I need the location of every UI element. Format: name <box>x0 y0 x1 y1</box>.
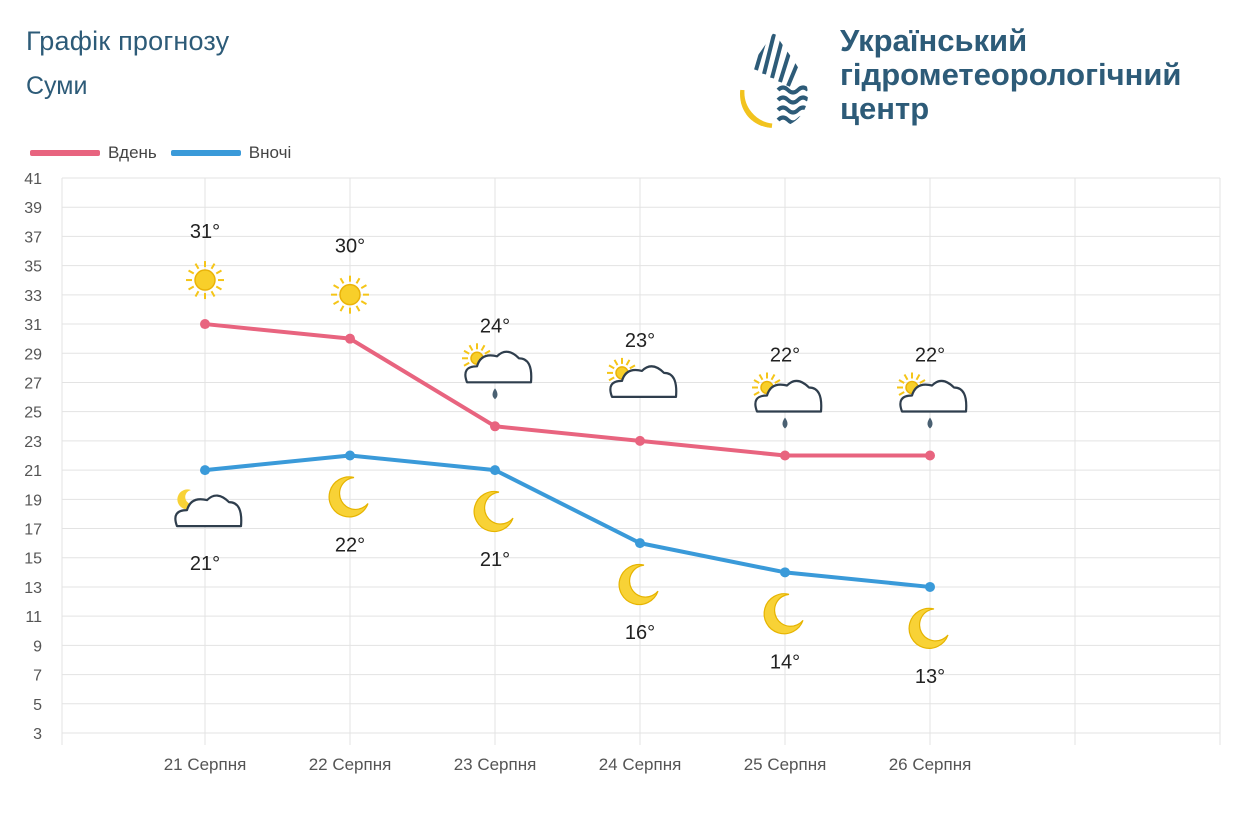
chart-title: Графік прогнозу <box>26 26 230 56</box>
day-data-label: 22° <box>915 345 945 367</box>
drop-logo-icon <box>740 32 808 128</box>
day-data-label: 31° <box>190 221 220 243</box>
y-tick-label: 5 <box>33 697 42 714</box>
day-series-line <box>203 322 932 458</box>
cloud-rain-sun-icon <box>752 372 823 429</box>
night-series-line <box>203 453 932 589</box>
x-tick-label: 25 Серпня <box>744 755 827 774</box>
night-data-label: 21° <box>190 553 220 575</box>
night-data-label: 21° <box>480 549 510 571</box>
moon-icon <box>763 593 804 635</box>
night-data-point[interactable] <box>780 567 790 578</box>
legend-item-night[interactable]: Вночі <box>170 143 292 163</box>
cloud-sun-icon <box>607 357 678 398</box>
night-data-point[interactable] <box>345 450 355 461</box>
x-tick-label: 23 Серпня <box>454 755 537 774</box>
y-tick-label: 25 <box>24 405 42 422</box>
moon-icon <box>473 490 514 533</box>
night-data-point[interactable] <box>200 465 210 476</box>
y-tick-label: 19 <box>24 492 42 509</box>
y-tick-label: 37 <box>24 229 42 246</box>
y-tick-label: 3 <box>33 726 42 743</box>
legend-swatch-day <box>30 150 100 156</box>
day-data-label: 30° <box>335 236 365 258</box>
day-data-point[interactable] <box>345 333 355 344</box>
cloud-rain-sun-icon <box>462 343 533 400</box>
day-data-point[interactable] <box>780 450 790 461</box>
x-tick-label: 24 Серпня <box>599 755 682 774</box>
y-tick-label: 15 <box>24 551 42 568</box>
x-tick-label: 21 Серпня <box>164 755 247 774</box>
y-tick-label: 41 <box>24 171 42 188</box>
y-tick-label: 13 <box>24 580 42 597</box>
moon-icon <box>618 563 659 606</box>
x-tick-label: 22 Серпня <box>309 755 392 774</box>
sun-icon <box>331 275 369 314</box>
cloud-moon-icon <box>174 489 243 528</box>
sun-icon <box>186 261 224 300</box>
legend-label-night: Вночі <box>248 143 292 162</box>
y-tick-label: 35 <box>24 259 42 276</box>
brand-line-1: Український <box>840 23 1028 58</box>
brand-line-3: центр <box>840 91 930 126</box>
night-data-label: 16° <box>625 622 655 644</box>
brand-block: Український гідрометеорологічний центр <box>738 24 1218 134</box>
y-tick-label: 31 <box>24 317 42 334</box>
day-data-label: 23° <box>625 330 655 352</box>
y-tick-label: 39 <box>24 200 42 217</box>
y-tick-label: 33 <box>24 288 42 305</box>
day-data-point[interactable] <box>635 435 645 446</box>
cloud-rain-sun-icon <box>897 372 968 429</box>
moon-icon <box>328 476 369 518</box>
day-data-label: 24° <box>480 315 510 337</box>
day-data-point[interactable] <box>490 421 500 432</box>
city-name: Суми <box>26 72 88 100</box>
y-tick-label: 29 <box>24 346 42 363</box>
night-data-point[interactable] <box>490 465 500 476</box>
y-tick-label: 17 <box>24 522 42 539</box>
y-tick-label: 11 <box>25 609 42 626</box>
moon-icon <box>908 607 949 649</box>
y-tick-label: 23 <box>24 434 42 451</box>
day-data-point[interactable] <box>200 319 210 330</box>
night-data-point[interactable] <box>925 581 935 592</box>
y-tick-label: 7 <box>33 668 42 685</box>
night-data-label: 13° <box>915 666 945 688</box>
day-data-point[interactable] <box>925 450 935 461</box>
night-data-label: 22° <box>335 535 365 557</box>
y-tick-label: 21 <box>24 463 42 480</box>
night-data-point[interactable] <box>635 538 645 549</box>
day-data-label: 22° <box>770 345 800 367</box>
brand-line-2: гідрометеорологічний <box>840 57 1182 92</box>
legend-swatch-night <box>170 150 241 156</box>
x-tick-label: 26 Серпня <box>889 755 972 774</box>
chart-legend: Вдень Вночі <box>30 142 305 164</box>
night-data-label: 14° <box>770 651 800 673</box>
y-tick-label: 9 <box>33 638 42 655</box>
legend-item-day[interactable]: Вдень <box>30 143 157 163</box>
legend-label-day: Вдень <box>108 143 157 162</box>
y-tick-label: 27 <box>24 375 42 392</box>
